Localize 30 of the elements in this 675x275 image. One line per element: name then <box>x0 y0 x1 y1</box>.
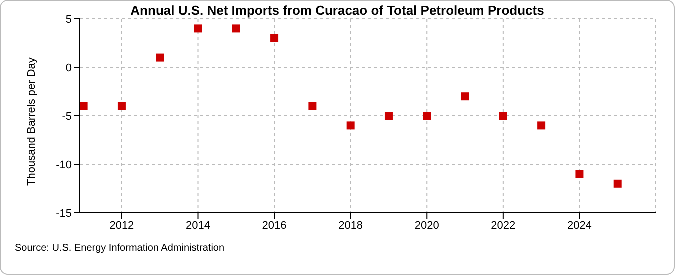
point <box>80 102 88 110</box>
x-tick-label: 2018 <box>338 220 364 232</box>
x-tick-label: 2016 <box>262 220 287 232</box>
point <box>346 122 355 130</box>
point <box>538 122 546 130</box>
point <box>461 92 470 101</box>
x-tick-label: 2012 <box>110 220 134 232</box>
x-tick-label: 2014 <box>186 220 210 232</box>
y-tick-label: -5 <box>62 110 72 123</box>
y-tick-label: -10 <box>56 159 72 172</box>
point <box>423 112 432 120</box>
point <box>194 24 202 33</box>
point <box>614 180 622 188</box>
point <box>384 112 393 120</box>
point <box>232 24 240 33</box>
y-axis-title: Thousand Barrels per Day <box>26 57 38 186</box>
point <box>499 112 508 120</box>
y-tick-label: 5 <box>66 14 72 26</box>
source-note: Source: U.S. Energy Information Administration <box>15 243 225 254</box>
point <box>156 54 164 62</box>
x-tick-label: 2020 <box>414 220 440 232</box>
point <box>270 34 279 42</box>
x-tick-label: 2022 <box>491 220 516 232</box>
chart-title: Annual U.S. Net Imports from Curacao of Total Petroleum Products <box>130 3 544 18</box>
y-tick-label: -15 <box>56 208 72 220</box>
point <box>118 102 126 110</box>
point <box>308 102 317 110</box>
y-tick-label: 0 <box>66 62 72 74</box>
point <box>576 170 584 178</box>
x-tick-label: 2024 <box>567 220 592 232</box>
